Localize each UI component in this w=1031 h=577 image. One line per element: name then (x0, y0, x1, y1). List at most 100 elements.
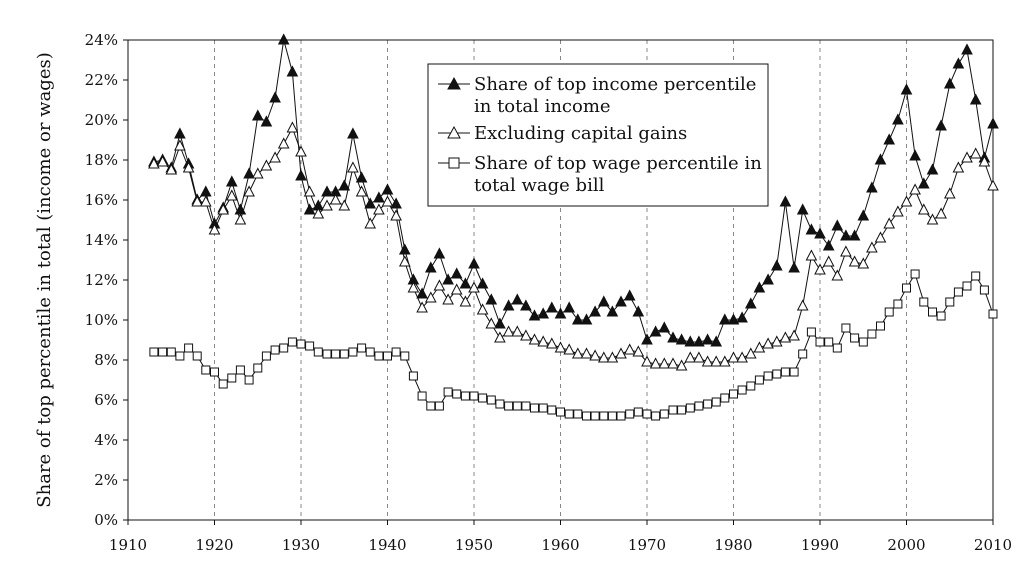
legend-marker-1 (447, 76, 461, 90)
series-2-point-1941 (390, 209, 402, 221)
series-3-point-1992 (832, 343, 842, 353)
series-3-point-1981 (737, 385, 747, 395)
series-3-point-1959 (547, 405, 557, 415)
series-2-point-1934 (329, 193, 342, 205)
series-1-point-1991 (822, 239, 835, 251)
x-tick-label-1970: 1970 (628, 536, 666, 554)
series-2-point-1987 (788, 329, 800, 341)
series-3-point-1913 (149, 347, 159, 357)
series-3-point-1928 (279, 343, 289, 353)
series-3-point-1961 (564, 409, 574, 419)
series-2-point-2005 (943, 187, 956, 199)
series-2-point-1983 (753, 341, 766, 353)
series-1-point-1984 (762, 273, 774, 285)
series-2-point-1969 (632, 345, 645, 357)
series-2-point-1967 (615, 347, 627, 359)
series-2-point-1958 (537, 335, 550, 347)
series-1-point-1974 (675, 333, 688, 345)
series-3-point-1984 (763, 371, 773, 381)
series-2-point-1970 (641, 355, 653, 367)
series-2-point-1935 (338, 199, 351, 211)
series-2-point-1922 (225, 189, 238, 201)
series-3-point-1976 (694, 401, 704, 411)
series-3-point-2004 (936, 311, 946, 321)
series-3-point-1943 (408, 371, 418, 381)
series-2-point-2001 (909, 183, 921, 195)
series-3-point-1916 (175, 351, 185, 361)
series-3-point-1952 (486, 395, 496, 405)
series-2-point-1989 (805, 249, 818, 261)
series-1-point-1970 (641, 333, 653, 345)
series-2-point-1947 (442, 293, 454, 305)
series-2-point-1943 (407, 281, 420, 293)
series-3-point-1935 (339, 349, 349, 359)
series-1-point-1936 (347, 127, 359, 139)
series-3-point-1988 (798, 349, 808, 359)
series-2-point-1954 (502, 325, 515, 337)
series-1-point-1944 (416, 287, 428, 299)
series-3-point-1990 (815, 337, 825, 347)
series-1-point-2002 (917, 177, 930, 189)
series-1-point-1965 (597, 295, 610, 307)
series-1-point-1930 (295, 169, 307, 181)
series-2-point-1982 (744, 347, 757, 359)
series-3-point-1932 (313, 347, 323, 357)
series-3-point-2006 (953, 287, 963, 297)
series-3-point-1974 (677, 405, 687, 415)
series-3-point-1924 (244, 375, 254, 385)
series-2-point-1977 (701, 355, 714, 367)
series-2-point-2009 (978, 155, 991, 167)
series-2-point-1928 (277, 137, 290, 149)
series-2-point-1972 (658, 357, 671, 369)
series-1-point-1935 (338, 179, 351, 191)
series-3-point-2010 (988, 309, 998, 319)
series-3-point-1953 (495, 399, 505, 409)
series-3-point-1989 (806, 327, 816, 337)
series-3-point-1994 (850, 333, 860, 343)
series-3-point-1944 (417, 391, 427, 401)
series-2-point-1984 (762, 337, 774, 349)
series-3-point-1977 (703, 399, 713, 409)
series-1-point-1975 (684, 335, 697, 347)
series-2-point-1962 (571, 347, 584, 359)
series-2-point-1976 (693, 351, 705, 363)
series-2-point-1993 (840, 245, 852, 257)
series-2-point-1931 (303, 185, 316, 197)
y-tick-label-18: 18% (85, 151, 118, 169)
series-2-point-1956 (520, 329, 532, 341)
series-2-point-1944 (416, 301, 428, 313)
y-tick-label-12: 12% (85, 271, 118, 289)
series-3-point-1929 (287, 337, 297, 347)
series-2-point-1978 (710, 355, 723, 367)
series-2-point-1913 (148, 157, 160, 169)
series-1-point-1964 (589, 305, 601, 317)
series-3-point-1987 (789, 367, 799, 377)
series-3-point-1933 (322, 349, 332, 359)
series-2-point-1937 (355, 185, 368, 197)
series-3-point-1922 (227, 373, 237, 383)
legend-marker-3 (448, 157, 460, 169)
series-3-point-1972 (659, 409, 669, 419)
series-3-point-1947 (443, 387, 453, 397)
series-2-point-1949 (459, 295, 472, 307)
series-1-point-1973 (667, 331, 679, 343)
series-3-point-1982 (746, 381, 756, 391)
series-1-point-1956 (520, 299, 532, 311)
y-tick-label-14: 14% (85, 231, 118, 249)
series-3-point-1971 (651, 411, 661, 421)
legend-label-1-line-1: Share of top income percentile (474, 74, 756, 95)
series-1-point-1972 (658, 321, 671, 333)
series-3-point-1985 (772, 369, 782, 379)
series-3-point-1963 (582, 411, 591, 421)
series-1-point-1958 (537, 307, 550, 319)
series-2-point-1965 (597, 351, 610, 363)
series-3-point-1930 (296, 339, 306, 349)
series-1-point-1953 (494, 317, 506, 329)
series-2-point-1971 (649, 357, 662, 369)
series-2-point-1980 (727, 351, 740, 363)
series-1-point-1967 (615, 295, 627, 307)
series-1-point-1922 (225, 175, 238, 187)
series-3-point-1999 (893, 299, 903, 309)
